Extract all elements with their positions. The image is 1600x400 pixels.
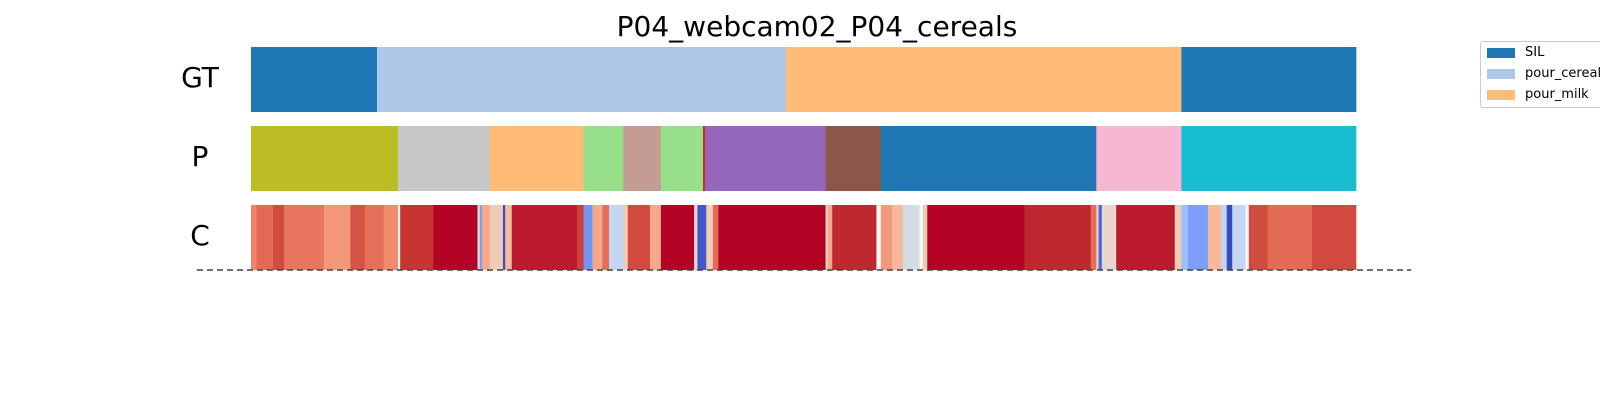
legend-swatch-pour-cereals — [1487, 69, 1515, 79]
segment-c-41 — [927, 205, 1025, 270]
segment-p-9 — [880, 126, 1097, 191]
segment-c-13 — [481, 205, 491, 270]
segment-p-3 — [583, 126, 624, 191]
segment-c-54 — [1232, 205, 1246, 270]
segment-c-45 — [1098, 205, 1103, 270]
segment-c-21 — [602, 205, 610, 270]
segment-c-52 — [1221, 205, 1228, 270]
legend-swatch-sil — [1487, 48, 1515, 58]
segment-c-32 — [825, 205, 829, 270]
segment-p-10 — [1096, 126, 1182, 191]
legend-label-pour-cereals: pour_cereals — [1525, 66, 1600, 81]
segment-c-7 — [383, 205, 399, 270]
chart-title: P04_webcam02_P04_cereals — [616, 10, 1018, 43]
segment-c-9 — [400, 205, 434, 270]
legend: SIL pour_cereals pour_milk — [1480, 41, 1600, 108]
segment-c-39 — [919, 205, 924, 270]
segment-c-12 — [479, 205, 483, 270]
segment-p-6 — [702, 126, 706, 191]
segment-c-0 — [251, 205, 257, 270]
legend-label-pour-milk: pour_milk — [1525, 87, 1589, 102]
segment-c-33 — [827, 205, 833, 270]
segment-c-30 — [712, 205, 719, 270]
segment-c-10 — [433, 205, 478, 270]
segment-c-35 — [876, 205, 882, 270]
segment-c-2 — [273, 205, 285, 270]
segment-p-11 — [1181, 126, 1357, 191]
segment-c-53 — [1226, 205, 1233, 270]
segment-c-3 — [284, 205, 325, 270]
segment-c-26 — [660, 205, 695, 270]
segment-c-4 — [323, 205, 351, 270]
segment-c-48 — [1174, 205, 1182, 270]
segment-c-50 — [1188, 205, 1209, 270]
legend-label-sil: SIL — [1525, 45, 1545, 60]
segment-c-49 — [1181, 205, 1189, 270]
segment-c-1 — [256, 205, 274, 270]
segment-c-23 — [623, 205, 629, 270]
segment-gt-3 — [1181, 47, 1357, 112]
segment-c-25 — [649, 205, 662, 270]
segment-c-58 — [1311, 205, 1357, 270]
segment-c-17 — [511, 205, 578, 270]
segment-p-4 — [623, 126, 662, 191]
segment-c-42 — [1024, 205, 1092, 270]
segment-c-20 — [592, 205, 603, 270]
segment-c-40 — [922, 205, 928, 270]
segment-c-19 — [583, 205, 593, 270]
legend-swatch-pour-milk — [1487, 90, 1515, 100]
segment-gt-0 — [251, 47, 378, 112]
segment-c-56 — [1248, 205, 1268, 270]
segment-c-16 — [505, 205, 513, 270]
segment-c-24 — [627, 205, 651, 270]
segment-c-15 — [502, 205, 506, 270]
segment-c-34 — [832, 205, 877, 270]
row-label-p: P — [191, 140, 209, 173]
segment-c-57 — [1267, 205, 1313, 270]
segment-p-1 — [397, 126, 491, 191]
segment-c-8 — [397, 205, 401, 270]
segment-c-55 — [1245, 205, 1250, 270]
row-label-gt: GT — [181, 61, 219, 94]
segment-c-27 — [694, 205, 698, 270]
segment-c-44 — [1096, 205, 1099, 270]
segment-c-14 — [489, 205, 504, 270]
segment-c-22 — [609, 205, 624, 270]
segment-c-11 — [477, 205, 481, 270]
segment-p-8 — [825, 126, 882, 191]
segment-gt-2 — [785, 47, 1182, 112]
segment-c-29 — [706, 205, 714, 270]
segment-p-0 — [251, 126, 399, 191]
segment-c-36 — [880, 205, 893, 270]
segment-gt-1 — [376, 47, 787, 112]
segment-c-47 — [1116, 205, 1176, 270]
segment-p-7 — [705, 126, 826, 191]
row-label-c: C — [190, 219, 210, 252]
segment-c-5 — [350, 205, 366, 270]
segment-c-31 — [718, 205, 826, 270]
segment-p-5 — [660, 126, 704, 191]
segment-c-46 — [1101, 205, 1117, 270]
segment-c-38 — [902, 205, 920, 270]
segment-c-51 — [1207, 205, 1222, 270]
segment-c-6 — [364, 205, 384, 270]
segment-c-28 — [697, 205, 707, 270]
segment-c-18 — [576, 205, 584, 270]
segment-c-37 — [891, 205, 904, 270]
segment-c-43 — [1090, 205, 1097, 270]
segment-p-2 — [489, 126, 584, 191]
